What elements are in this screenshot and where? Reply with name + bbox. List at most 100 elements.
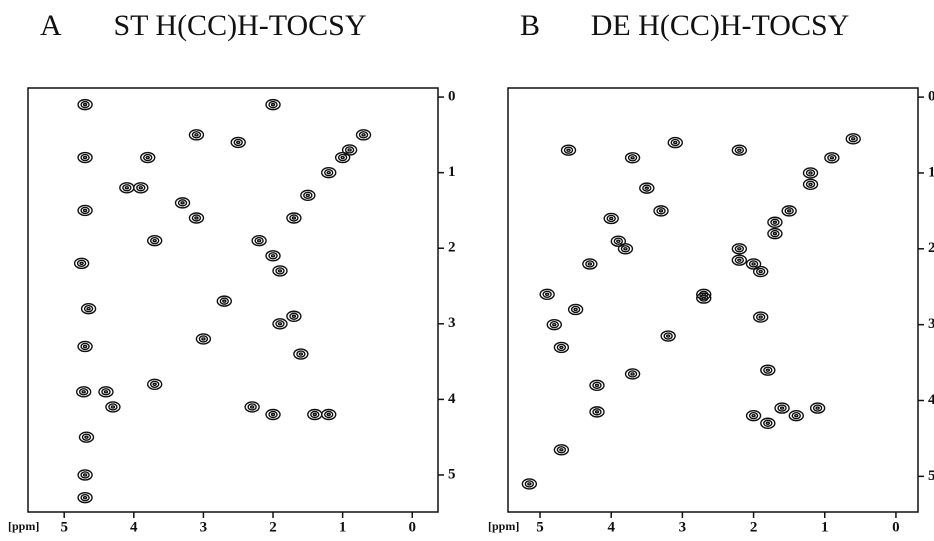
contour-ring: [623, 247, 628, 251]
contour-peak: [341, 144, 358, 156]
contour-ring: [122, 184, 132, 192]
contour-ring: [630, 156, 635, 160]
y-tick-label: 3: [448, 315, 456, 331]
contour-peak: [521, 478, 538, 490]
contour-peak: [265, 98, 281, 111]
contour-ring: [824, 152, 840, 164]
contour-ring: [194, 216, 199, 220]
contour-ring: [265, 250, 281, 262]
contour-ring: [286, 212, 302, 224]
contour-peak: [589, 379, 605, 392]
contour-ring: [81, 390, 86, 394]
contour-ring: [589, 379, 605, 392]
contour-ring: [751, 262, 756, 266]
contour-ring: [358, 131, 369, 139]
contour-ring: [143, 153, 153, 162]
contour-ring: [268, 252, 278, 260]
contour-peak: [809, 402, 826, 414]
contour-ring: [76, 259, 87, 268]
contour-ring: [663, 332, 673, 340]
contour-peak: [653, 205, 669, 217]
contour-ring: [767, 227, 783, 240]
contour-peak: [781, 205, 797, 217]
contour-peak: [77, 204, 93, 217]
contour-ring: [592, 381, 602, 390]
contour-peak: [767, 216, 783, 228]
contour-peak: [660, 330, 676, 342]
contour-ring: [701, 292, 706, 297]
contour-ring: [247, 403, 257, 411]
contour-ring: [815, 406, 820, 410]
contour-peak: [78, 431, 95, 443]
contour-ring: [138, 186, 143, 190]
y-tick-label: 2: [448, 240, 456, 256]
panel-label: A: [40, 9, 62, 42]
contour-ring: [268, 410, 278, 419]
contour-ring: [758, 315, 763, 319]
contour-ring: [289, 312, 299, 320]
contour-ring: [195, 333, 212, 345]
plot-frame: [507, 87, 919, 513]
contour-ring: [146, 378, 163, 390]
contour-ring: [788, 409, 804, 422]
contour-ring: [79, 261, 84, 266]
contour-ring: [324, 410, 334, 419]
contour-peak: [610, 235, 627, 247]
contour-ring: [745, 258, 762, 270]
contour-ring: [251, 234, 267, 247]
contour-peak: [286, 310, 302, 322]
contour-ring: [219, 297, 229, 305]
contour-peak: [105, 401, 121, 413]
x-tick-label: 1: [821, 519, 829, 535]
contour-peak: [752, 311, 769, 323]
contour-ring: [809, 402, 826, 414]
contour-ring: [802, 178, 819, 191]
contour-ring: [82, 495, 88, 500]
contour-ring: [149, 236, 160, 245]
contour-ring: [265, 98, 281, 111]
contour-peak: [174, 197, 191, 209]
contour-ring: [630, 372, 635, 376]
contour-ring: [748, 260, 759, 268]
contour-peak: [286, 212, 302, 224]
contour-ring: [303, 191, 313, 200]
contour-ring: [326, 412, 331, 417]
contour-ring: [194, 133, 199, 137]
contour-ring: [610, 235, 627, 247]
contour-ring: [772, 231, 778, 236]
contour-ring: [321, 166, 337, 179]
x-tick-label: 5: [536, 519, 544, 535]
contour-ring: [177, 199, 188, 207]
contour-ring: [527, 482, 532, 486]
contour-ring: [765, 421, 771, 425]
contour-ring: [827, 154, 837, 162]
contour-peak: [77, 469, 93, 481]
contour-ring: [556, 343, 567, 352]
contour-ring: [760, 364, 776, 376]
contour-ring: [737, 148, 742, 152]
contour-ring: [603, 212, 619, 225]
contour-peak: [824, 152, 840, 164]
contour-ring: [673, 140, 678, 145]
contour-ring: [594, 410, 600, 414]
contour-ring: [80, 493, 90, 502]
contour-ring: [82, 344, 88, 349]
contour-ring: [786, 209, 792, 213]
contour-ring: [291, 216, 297, 220]
contour-peak: [77, 98, 93, 111]
contour-ring: [77, 340, 93, 353]
contour-ring: [291, 314, 297, 318]
contour-peak: [146, 234, 163, 247]
contour-peak: [77, 151, 93, 164]
contour-peak: [272, 318, 288, 330]
contour-ring: [546, 318, 562, 331]
contour-ring: [731, 243, 748, 255]
contour-ring: [658, 209, 664, 213]
x-tick-label: 3: [200, 519, 208, 535]
contour-ring: [77, 204, 93, 217]
contour-ring: [794, 413, 799, 418]
contour-ring: [812, 404, 823, 412]
contour-ring: [191, 131, 202, 139]
contour-peak: [639, 182, 655, 194]
